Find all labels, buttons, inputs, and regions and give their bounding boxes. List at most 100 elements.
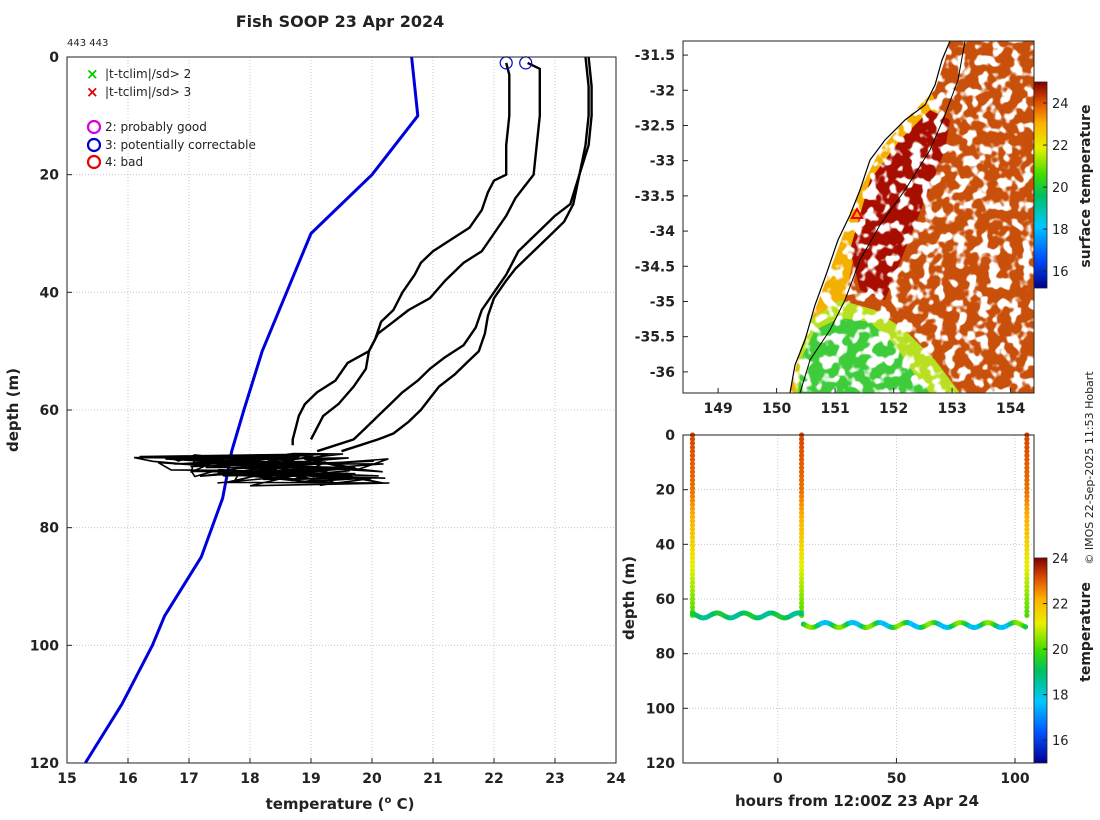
depth-time-point (689, 551, 696, 557)
map-ytick-label: -35 (650, 294, 675, 310)
map-ytick-label: -31.5 (635, 48, 675, 64)
depth-time-point (689, 473, 696, 479)
profile-xtick-label: 23 (545, 771, 564, 787)
depth-time-ytick-label: 0 (665, 428, 675, 444)
depth-time-point (1024, 575, 1030, 582)
depth-time-point (1024, 465, 1030, 471)
profile-bottom-noise (133, 452, 390, 487)
depth-time-point (798, 604, 805, 610)
depth-time-point (798, 571, 805, 578)
depth-time-point (689, 469, 696, 475)
depth-time-point (798, 567, 805, 573)
depth-time-point (1024, 563, 1030, 569)
depth-time-point (798, 559, 805, 565)
depth-time-point (689, 489, 696, 495)
depth-time-point (798, 498, 805, 504)
depth-time-point (798, 489, 805, 495)
depth-time-colorbar-tick-label: 24 (1052, 552, 1069, 567)
map-colorbar-tick-label: 16 (1052, 265, 1069, 280)
depth-time-point (689, 510, 696, 516)
depth-time-ytick-label: 120 (646, 756, 675, 772)
profile-xtick-label: 21 (423, 771, 442, 787)
map-position-marker (850, 206, 864, 219)
depth-time-point (689, 588, 696, 594)
depth-time-point (798, 510, 805, 516)
depth-time-point (798, 563, 805, 569)
profile-xlabel-right: C) (391, 795, 414, 813)
legend-flag2-label: 2: probably good (105, 120, 207, 134)
profile-xlabel-degree: o (384, 795, 391, 806)
profile-legend: × |t-tclim|/sd> 2 × |t-tclim|/sd> 3 2: p… (86, 65, 256, 170)
depth-time-point (1024, 448, 1030, 454)
depth-time-point (689, 518, 696, 524)
depth-time-point (1024, 485, 1030, 491)
depth-time-point (798, 610, 804, 617)
depth-time-colorbar-tick-label: 22 (1052, 598, 1069, 613)
depth-time-point (798, 580, 805, 586)
legend-green-label: |t-tclim|/sd> 2 (105, 67, 191, 81)
depth-time-point (798, 514, 805, 520)
map-colorbar (1033, 81, 1048, 289)
depth-time-point (1024, 530, 1030, 537)
depth-time-point (689, 555, 696, 561)
map-coastline (789, 41, 951, 393)
profile-xtick-label: 15 (57, 771, 76, 787)
depth-time-point (689, 571, 696, 578)
depth-time-point (1024, 588, 1030, 594)
depth-time-point (798, 477, 805, 483)
depth-time-point (1024, 452, 1030, 459)
map-ticks: 149 150 151 152 153 154 -31.5 -32 -32.5 -33 -33.5 -… (635, 48, 1026, 417)
profile-ticks: 15 16 17 18 19 20 21 22 23 24 0 20 40 60 80 100 120 (30, 50, 626, 787)
depth-time-point (1024, 539, 1030, 545)
sst-map-panel: 149 150 151 152 153 154 -31.5 -32 -32.5 -33 -33.5 -… (635, 40, 1094, 417)
depth-time-point (689, 592, 696, 598)
depth-time-point (689, 596, 696, 602)
map-colorbar-ticks: 16 18 20 22 24 (1043, 97, 1069, 280)
depth-time-point (1024, 559, 1030, 565)
profile-line-profile-4 (341, 56, 593, 453)
green-cross-icon: × (86, 65, 99, 83)
profile-line-profile-1 (291, 62, 511, 446)
depth-time-point (689, 539, 696, 545)
depth-time-point (798, 600, 805, 606)
depth-time-point (689, 530, 696, 537)
map-ytick-label: -33 (650, 154, 675, 170)
depth-time-point (689, 604, 696, 610)
depth-time-point (798, 518, 805, 524)
depth-time-point (1024, 571, 1030, 578)
depth-time-point (1024, 514, 1030, 520)
depth-time-point (798, 588, 805, 594)
depth-time-ytick-label: 40 (656, 537, 676, 553)
legend-flag4-label: 4: bad (105, 155, 143, 169)
profile-line-profile-2 (309, 61, 541, 440)
depth-time-colorbar-tick-label: 18 (1052, 689, 1069, 704)
profile-ytick-label: 40 (40, 285, 60, 301)
depth-time-point (689, 506, 696, 512)
depth-time-point (1024, 547, 1030, 553)
depth-time-xlabel: hours from 12:00Z 23 Apr 24 (735, 792, 979, 810)
profile-ytick-label: 120 (30, 756, 59, 772)
depth-time-point (798, 539, 805, 545)
profile-panel: 15 16 17 18 19 20 21 22 23 24 0 20 40 60 80 100 120 temp… (4, 50, 626, 813)
depth-time-point (798, 436, 805, 442)
depth-time-ytick-label: 60 (656, 592, 676, 608)
depth-time-point (798, 543, 805, 549)
legend-red-label: |t-tclim|/sd> 3 (105, 85, 191, 99)
depth-time-point (1024, 596, 1030, 602)
depth-time-colorbar-ticks: 16 18 20 22 24 (1043, 552, 1069, 749)
credit-label: © IMOS 22-Sep-2025 11:53 Hobart (1083, 371, 1096, 565)
map-shelf-contour (799, 41, 966, 393)
depth-time-ytick-label: 80 (656, 647, 676, 663)
profile-xtick-label: 18 (240, 771, 259, 787)
depth-time-point (798, 440, 805, 446)
depth-time-point (798, 526, 805, 532)
profile-id-label: 443 443 (67, 38, 108, 49)
depth-time-point (798, 522, 805, 528)
depth-time-point (798, 592, 805, 598)
depth-time-point (1024, 502, 1030, 508)
depth-time-point (798, 485, 805, 491)
depth-time-point (689, 481, 696, 487)
depth-time-point (1024, 481, 1030, 487)
depth-time-ytick-label: 20 (656, 483, 676, 499)
